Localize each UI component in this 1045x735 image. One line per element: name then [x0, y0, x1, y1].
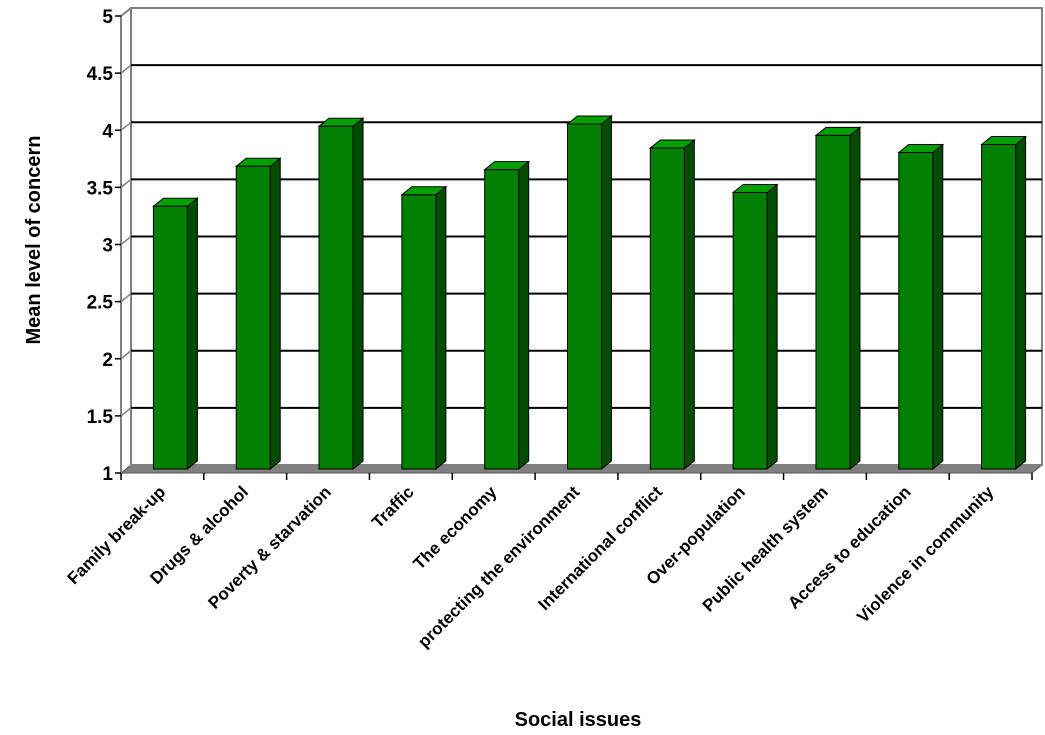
bars: [151, 114, 1028, 471]
bar-front: [401, 194, 437, 470]
side-wall-top-edge: [120, 7, 132, 17]
bar: [483, 160, 531, 471]
y-tick-label: 1.5: [87, 407, 114, 428]
y-tick-label: 4: [102, 121, 113, 142]
x-category-label: Traffic: [368, 482, 418, 532]
bar: [814, 126, 862, 471]
bar: [317, 117, 365, 471]
bar: [980, 135, 1028, 471]
bar: [234, 157, 282, 471]
bar: [566, 114, 613, 471]
bar-side: [518, 160, 530, 471]
gridline-side: [120, 64, 132, 74]
bar-side: [601, 114, 612, 471]
bar: [731, 183, 779, 471]
bar-front: [815, 134, 851, 470]
y-tick-label: 3: [102, 236, 113, 257]
bar-front: [567, 123, 602, 470]
x-category-label: protecting the environment: [414, 482, 583, 651]
bar-front: [898, 152, 934, 470]
bar-front: [732, 192, 768, 470]
x-category-label: Violence in community: [853, 482, 998, 627]
bar-front: [649, 147, 685, 470]
gridline-side: [120, 407, 132, 417]
bar-side: [352, 117, 364, 471]
gridline-side: [120, 178, 132, 188]
y-axis-title: Mean level of concern: [23, 136, 45, 345]
y-tick-label: 4.5: [87, 64, 114, 85]
y-axis-ticks: 1 1.5 2 2.5 3 3.5 4 4.5 5: [87, 7, 121, 485]
x-category-label: The economy: [410, 482, 501, 573]
bar-side: [269, 157, 281, 471]
bar: [648, 138, 696, 471]
bar-side: [849, 126, 861, 471]
bar-side: [932, 143, 944, 471]
bar-side: [435, 185, 447, 471]
y-tick-label: 2.5: [87, 293, 114, 314]
bar-front: [318, 125, 354, 470]
bar: [897, 143, 945, 471]
gridline-side: [120, 235, 132, 246]
bar: [400, 185, 448, 471]
bar-side: [683, 138, 695, 471]
y-tick-label: 5: [102, 7, 113, 28]
y-tick-label: 3.5: [87, 178, 114, 199]
bar-front: [235, 165, 271, 470]
x-axis-title: Social issues: [515, 709, 642, 731]
bar: [151, 197, 199, 471]
bar-front: [484, 169, 520, 470]
y-tick-label: 2: [102, 350, 113, 371]
gridline-side: [120, 293, 132, 303]
gridline-side: [120, 121, 132, 131]
gridline-side: [120, 350, 132, 360]
bar-front: [152, 205, 188, 470]
bar-side: [186, 197, 198, 471]
bar-front: [981, 144, 1017, 470]
y-tick-label: 1: [102, 464, 113, 485]
bar-side: [766, 183, 778, 471]
bar-side: [1015, 135, 1027, 471]
